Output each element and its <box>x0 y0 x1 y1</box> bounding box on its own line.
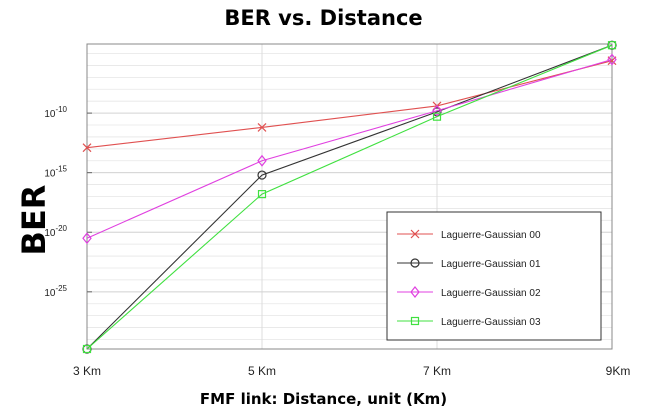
legend: Laguerre-Gaussian 00 Laguerre-Gaussian 01… <box>386 211 602 341</box>
y-tick-label: 10-15 <box>44 165 67 180</box>
legend-item: Laguerre-Gaussian 02 <box>397 286 541 299</box>
legend-marker <box>410 316 420 326</box>
series-2 <box>82 53 617 245</box>
legend-item: Laguerre-Gaussian 03 <box>397 316 541 328</box>
y-tick-label: 10-10 <box>44 105 67 120</box>
legend-item: Laguerre-Gaussian 00 <box>397 229 541 241</box>
legend-marker <box>410 286 420 298</box>
x-tick-label: 9Km <box>606 364 631 378</box>
legend-item: Laguerre-Gaussian 01 <box>397 258 541 270</box>
x-axis-label: FMF link: Distance, unit (Km) <box>199 390 448 408</box>
axes-frame <box>86 43 613 350</box>
data-point <box>257 170 267 180</box>
series-line <box>86 60 613 149</box>
legend-label: Laguerre-Gaussian 02 <box>441 288 541 299</box>
legend-label: Laguerre-Gaussian 03 <box>441 317 541 328</box>
legend-box <box>386 211 602 341</box>
data-point <box>257 190 267 199</box>
chart-title: BER vs. Distance <box>224 6 423 30</box>
data-point <box>432 112 442 121</box>
data-point <box>432 104 442 117</box>
data-point <box>82 143 92 153</box>
y-tick-label: 10-20 <box>44 224 67 239</box>
series-line <box>86 44 613 350</box>
legend-marker <box>410 229 420 239</box>
x-tick-label: 3 Km <box>73 364 101 378</box>
data-point <box>82 344 92 354</box>
legend-label: Laguerre-Gaussian 00 <box>441 230 541 241</box>
x-tick-label: 5 Km <box>248 364 276 378</box>
series-line <box>86 58 613 239</box>
legend-marker <box>410 258 420 268</box>
data-point <box>607 53 617 66</box>
data-point <box>82 232 92 245</box>
series-3 <box>82 41 617 354</box>
legend-label: Laguerre-Gaussian 01 <box>441 259 541 270</box>
data-point <box>257 122 267 132</box>
y-tick-label: 10-25 <box>44 284 67 299</box>
series-line <box>86 44 613 350</box>
data-point <box>257 154 267 167</box>
data-point <box>607 41 617 50</box>
x-tick-label: 7 Km <box>423 364 451 378</box>
